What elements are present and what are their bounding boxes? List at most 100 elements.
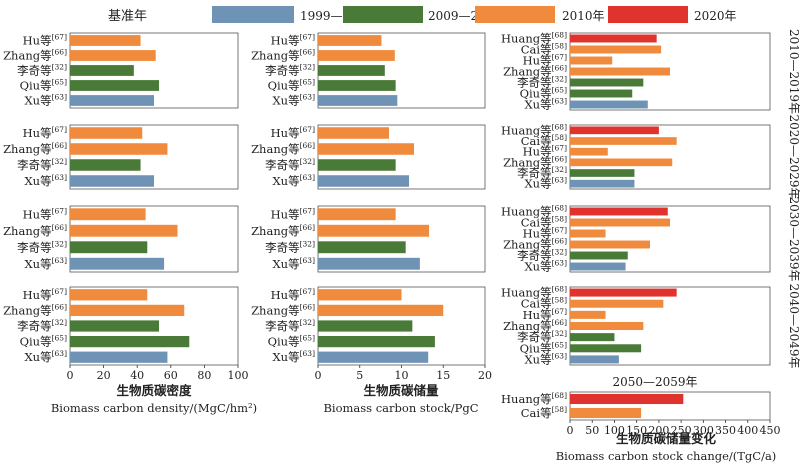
x-tick-label: 80 [197, 369, 211, 382]
bar-label-ref: [32] [300, 157, 315, 166]
bar [570, 262, 626, 271]
x-tick-label: 450 [760, 424, 781, 437]
legend: 基准年 1999—2003年 2009—2013年 2010年 2020年 [108, 6, 737, 24]
bar [570, 137, 677, 145]
bar-label-ref: [58] [552, 405, 567, 414]
bar-label: Hu等[67] [271, 287, 315, 302]
x-tick-label: 0 [315, 369, 322, 382]
group-frame [317, 205, 486, 273]
bar-label-ref: [63] [552, 97, 567, 106]
bar [318, 241, 406, 254]
bar-label: Hu等[67] [23, 33, 67, 48]
x-tick-label: 15 [436, 369, 450, 382]
legend-text-2020: 2020年 [694, 9, 737, 23]
bar-label: Zhang等[66] [251, 141, 315, 156]
period-label: 2040—2049年 [787, 283, 800, 368]
bar [570, 355, 619, 364]
bar-label: Hu等[67] [271, 125, 315, 140]
bar-label: 李奇等[32] [17, 318, 67, 333]
bar [318, 127, 389, 139]
bar [570, 158, 673, 167]
bar [570, 207, 668, 216]
bar-label-ref: [63] [552, 351, 567, 360]
bar-label-ref: [66] [552, 237, 567, 246]
bar-label-ref: [32] [52, 157, 67, 166]
x-tick-label: 400 [737, 424, 758, 437]
bar-label: Zhang等[66] [3, 223, 67, 238]
bar [70, 320, 160, 332]
bar [318, 335, 435, 348]
bar-label-ref: [65] [552, 340, 567, 349]
bar [318, 224, 430, 237]
bar-label-ref: [66] [300, 223, 315, 232]
x-tick-label: 300 [693, 424, 714, 437]
bar-label-ref: [32] [300, 63, 315, 72]
bar-label-ref: [66] [300, 48, 315, 57]
bar-label-ref: [67] [552, 53, 567, 62]
bar [570, 240, 650, 249]
bar-label: Xu等[63] [25, 173, 68, 188]
x-tick-label: 60 [164, 369, 178, 382]
legend-swatch-2009-2013 [343, 6, 423, 23]
bar [70, 175, 154, 187]
x-tick-label: 50 [585, 424, 599, 437]
bar-label: Xu等[63] [525, 259, 568, 274]
bar-label-ref: [32] [52, 318, 67, 327]
x-tick-label: 40 [130, 369, 144, 382]
bar-label-ref: [66] [52, 223, 67, 232]
bar [70, 351, 168, 363]
period-label: 2030—2039年 [787, 196, 800, 281]
bar [570, 78, 644, 87]
bar-label-ref: [65] [52, 334, 67, 343]
bar-label-ref: [68] [552, 391, 567, 400]
group-frame [569, 124, 771, 190]
x-tick-label: 350 [715, 424, 736, 437]
x-axis-label-cn: 生物质碳密度 [116, 383, 192, 398]
bar-label-ref: [63] [52, 256, 67, 265]
bar [318, 35, 382, 46]
bar [70, 335, 190, 348]
bar [318, 320, 413, 332]
bar-label-ref: [65] [552, 86, 567, 95]
bar [570, 56, 613, 65]
bar-label-ref: [67] [300, 206, 315, 215]
legend-swatch-2010 [475, 6, 555, 23]
bar-label: Hu等[67] [271, 33, 315, 48]
bar-label: Huang等[68] [501, 285, 567, 300]
bar-label: Xu等[63] [525, 97, 568, 112]
legend-swatch-2020 [608, 6, 688, 23]
bar-label: Qiu等[65] [268, 334, 315, 349]
bar [70, 95, 154, 106]
bar [70, 143, 168, 155]
bar [318, 351, 429, 363]
bar-label-ref: [67] [300, 125, 315, 134]
bar [70, 159, 141, 171]
bar [570, 89, 633, 98]
x-axis-label-cn: 生物质碳储量变化 [616, 431, 717, 446]
legend-text-2010: 2010年 [562, 9, 605, 23]
bar [70, 208, 146, 221]
bar-label-ref: [32] [552, 165, 567, 174]
bar-label-ref: [32] [300, 318, 315, 327]
bar-label-ref: [67] [300, 287, 315, 296]
bar-label-ref: [66] [300, 302, 315, 311]
bar-label-ref: [66] [552, 64, 567, 73]
bar [70, 224, 178, 237]
bar-label: Huang等[68] [501, 31, 567, 46]
x-axis-label-en: Biomass carbon density/(MgC/hm²) [51, 401, 257, 415]
bar [570, 169, 635, 177]
x-tick-label: 250 [671, 424, 692, 437]
bar [318, 257, 420, 270]
bar [318, 175, 410, 187]
bar-label: Xu等[63] [25, 256, 68, 271]
period-label: 2050—2059年 [612, 375, 697, 389]
bar [318, 80, 396, 91]
bar-label-ref: [65] [52, 78, 67, 87]
x-axis-label-cn: 生物质碳储量 [363, 383, 439, 398]
bar [70, 50, 156, 61]
bar-label: Xu等[63] [273, 173, 316, 188]
bar [570, 218, 670, 227]
bar [70, 241, 148, 254]
bar-label: Hu等[67] [23, 287, 67, 302]
bar-label-ref: [68] [552, 204, 567, 213]
